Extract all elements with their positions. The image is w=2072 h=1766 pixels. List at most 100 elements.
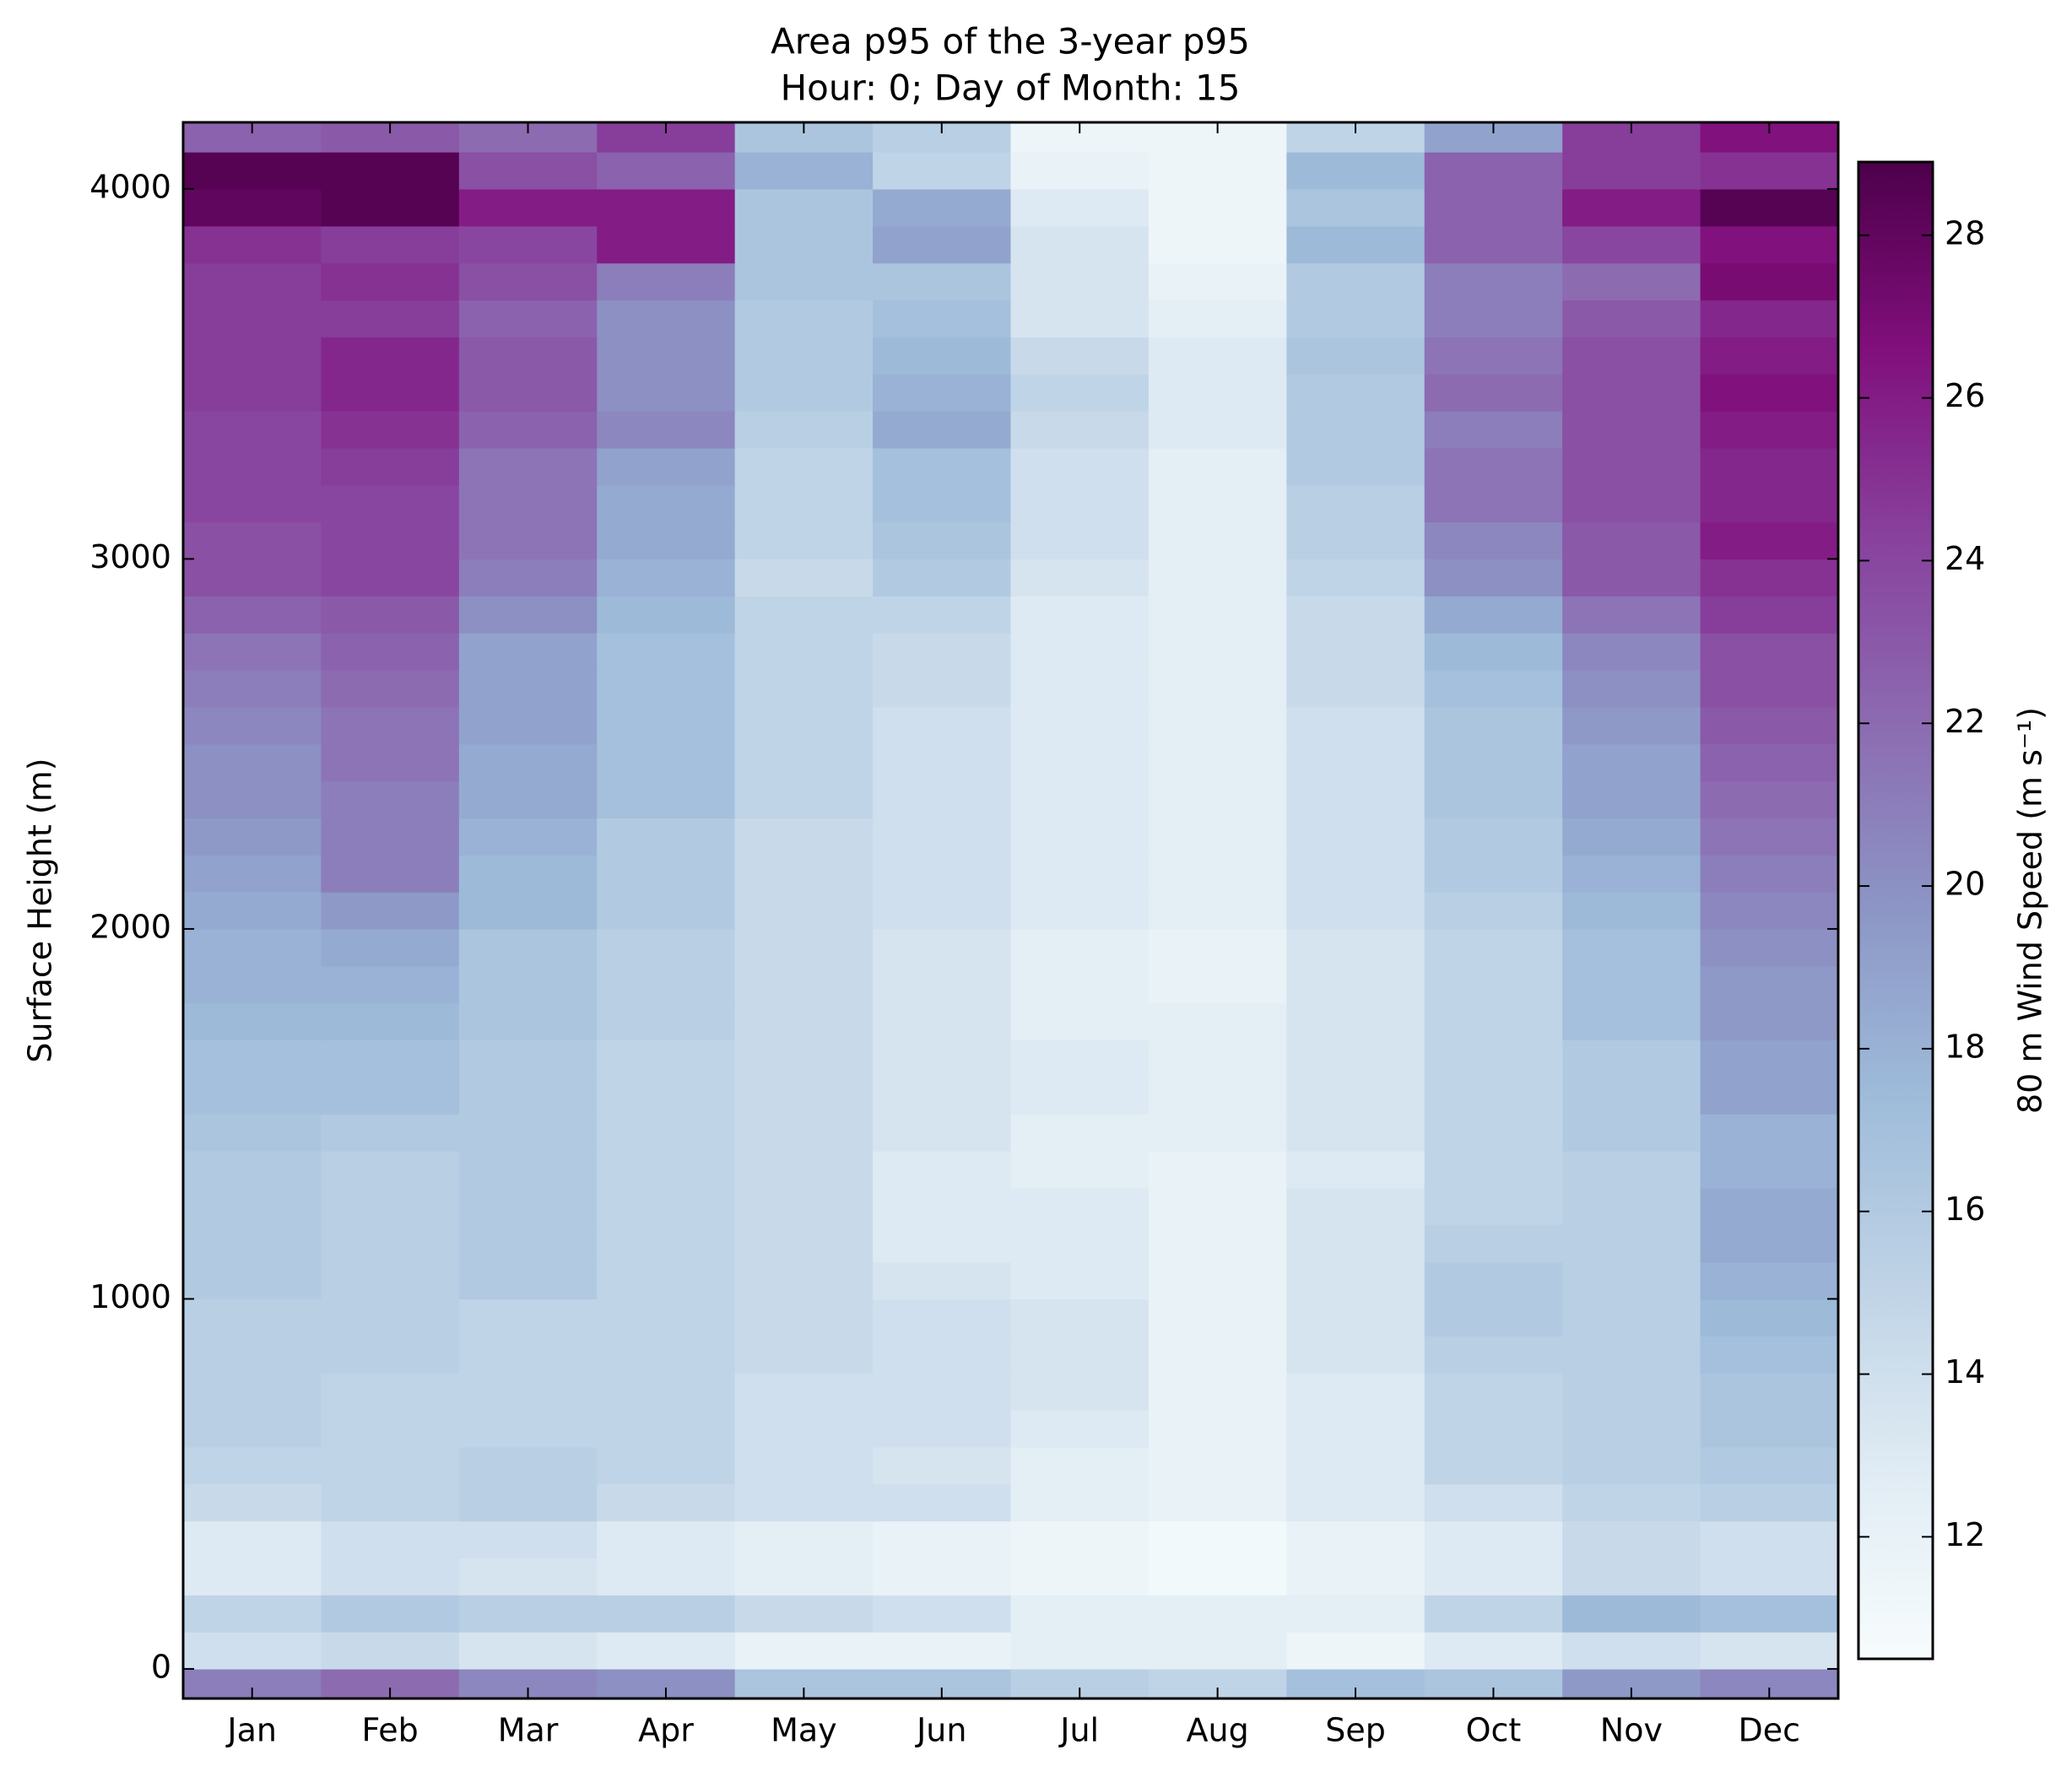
heatmap-cell (1562, 633, 1701, 671)
heatmap-cell (1286, 225, 1426, 264)
heatmap-cell (183, 1632, 322, 1670)
heatmap-cell (1424, 1114, 1563, 1152)
heatmap-cell (183, 1446, 322, 1485)
heatmap-cell (458, 892, 598, 930)
heatmap-cell (873, 262, 1012, 301)
heatmap-cell (321, 743, 460, 782)
heatmap-cell (458, 152, 598, 190)
heatmap-cell (1424, 892, 1563, 930)
heatmap-cell (1424, 1336, 1563, 1374)
heatmap-cell (1424, 780, 1563, 818)
heatmap-cell (1286, 633, 1426, 671)
heatmap-cell (734, 337, 874, 375)
heatmap-cell (1562, 122, 1701, 153)
heatmap-cell (1010, 411, 1150, 449)
heatmap-cell (458, 1114, 598, 1152)
heatmap-cell (734, 225, 874, 264)
heatmap-cell (458, 122, 598, 153)
heatmap-cell (1700, 300, 1838, 338)
heatmap-cell (1286, 521, 1426, 560)
heatmap-cell (1424, 1520, 1563, 1558)
heatmap-cell (1286, 928, 1426, 967)
heatmap-cell (1148, 188, 1287, 227)
heatmap-cell (1148, 1336, 1287, 1374)
heatmap-cell (1700, 447, 1838, 486)
heatmap-cell (597, 855, 736, 893)
heatmap-cell (734, 596, 874, 634)
heatmap-cell (873, 1373, 1012, 1411)
heatmap-cell (1700, 188, 1838, 227)
heatmap-cell (1286, 1299, 1426, 1337)
heatmap-cell (458, 1336, 598, 1374)
heatmap-cell (1148, 669, 1287, 708)
heatmap-cell (1148, 855, 1287, 893)
heatmap-cell (873, 411, 1012, 449)
heatmap-cell (873, 1446, 1012, 1485)
heatmap-cell (1562, 1595, 1701, 1633)
heatmap-cell (183, 1114, 322, 1152)
heatmap-cell (1148, 1595, 1287, 1633)
heatmap-cell (1148, 928, 1287, 967)
heatmap-cell (458, 743, 598, 782)
heatmap-cell (1562, 780, 1701, 818)
heatmap-cell (458, 1373, 598, 1411)
heatmap-cell (458, 1299, 598, 1337)
heatmap-cell (183, 1187, 322, 1226)
heatmap-cell (1424, 447, 1563, 486)
heatmap-cell (873, 780, 1012, 818)
heatmap-cell (1010, 1040, 1150, 1077)
heatmap-cell (597, 706, 736, 745)
x-tick-label: Jan (225, 1712, 277, 1749)
heatmap-cell (1286, 892, 1426, 930)
heatmap-cell (183, 706, 322, 745)
heatmap-cell (1148, 1040, 1287, 1077)
heatmap-cell (458, 300, 598, 338)
heatmap-cell (1010, 1336, 1150, 1374)
heatmap-cell (321, 152, 460, 190)
heatmap-cell (458, 1077, 598, 1115)
heatmap-cell (1010, 928, 1150, 967)
x-tick-label: Nov (1600, 1712, 1663, 1749)
heatmap-cell (734, 706, 874, 745)
heatmap-cell (1010, 1077, 1150, 1115)
heatmap-cell (1424, 262, 1563, 301)
heatmap-cell (1700, 521, 1838, 560)
heatmap-cell (873, 300, 1012, 338)
heatmap-cell (1148, 596, 1287, 634)
heatmap-cell (183, 965, 322, 1004)
heatmap-cell (597, 1002, 736, 1041)
heatmap-cell (183, 1261, 322, 1300)
heatmap-cell (1286, 122, 1426, 153)
heatmap-cell (1562, 928, 1701, 967)
heatmap-cell (1010, 152, 1150, 190)
heatmap-cell (873, 818, 1012, 856)
heatmap-cell (1424, 1595, 1563, 1633)
heatmap-cell (734, 1632, 874, 1670)
heatmap-cell (734, 855, 874, 893)
heatmap-cell (1562, 1632, 1701, 1670)
heatmap-cell (1010, 1151, 1150, 1189)
heatmap-cell (1700, 1040, 1838, 1077)
heatmap-cell (873, 1409, 1012, 1448)
heatmap-cell (734, 521, 874, 560)
heatmap-cell (873, 1483, 1012, 1522)
heatmap-cell (1010, 743, 1150, 782)
heatmap-cell (597, 965, 736, 1004)
heatmap-cell (1148, 1446, 1287, 1485)
heatmap-cell (1700, 1446, 1838, 1485)
heatmap-cell (183, 928, 322, 967)
heatmap-cell (734, 1483, 874, 1522)
heatmap-cell (1286, 559, 1426, 597)
heatmap-cell (597, 1595, 736, 1633)
heatmap-cell (321, 1077, 460, 1115)
y-tick-label: 3000 (89, 538, 171, 575)
heatmap-cell (183, 300, 322, 338)
heatmap-cell (1148, 780, 1287, 818)
heatmap-cell (597, 337, 736, 375)
heatmap-cell (1148, 892, 1287, 930)
heatmap-cell (1148, 559, 1287, 597)
heatmap-cell (1286, 780, 1426, 818)
colorbar-tick-label: 28 (1945, 214, 1985, 251)
heatmap-cell (321, 706, 460, 745)
heatmap-cell (458, 225, 598, 264)
